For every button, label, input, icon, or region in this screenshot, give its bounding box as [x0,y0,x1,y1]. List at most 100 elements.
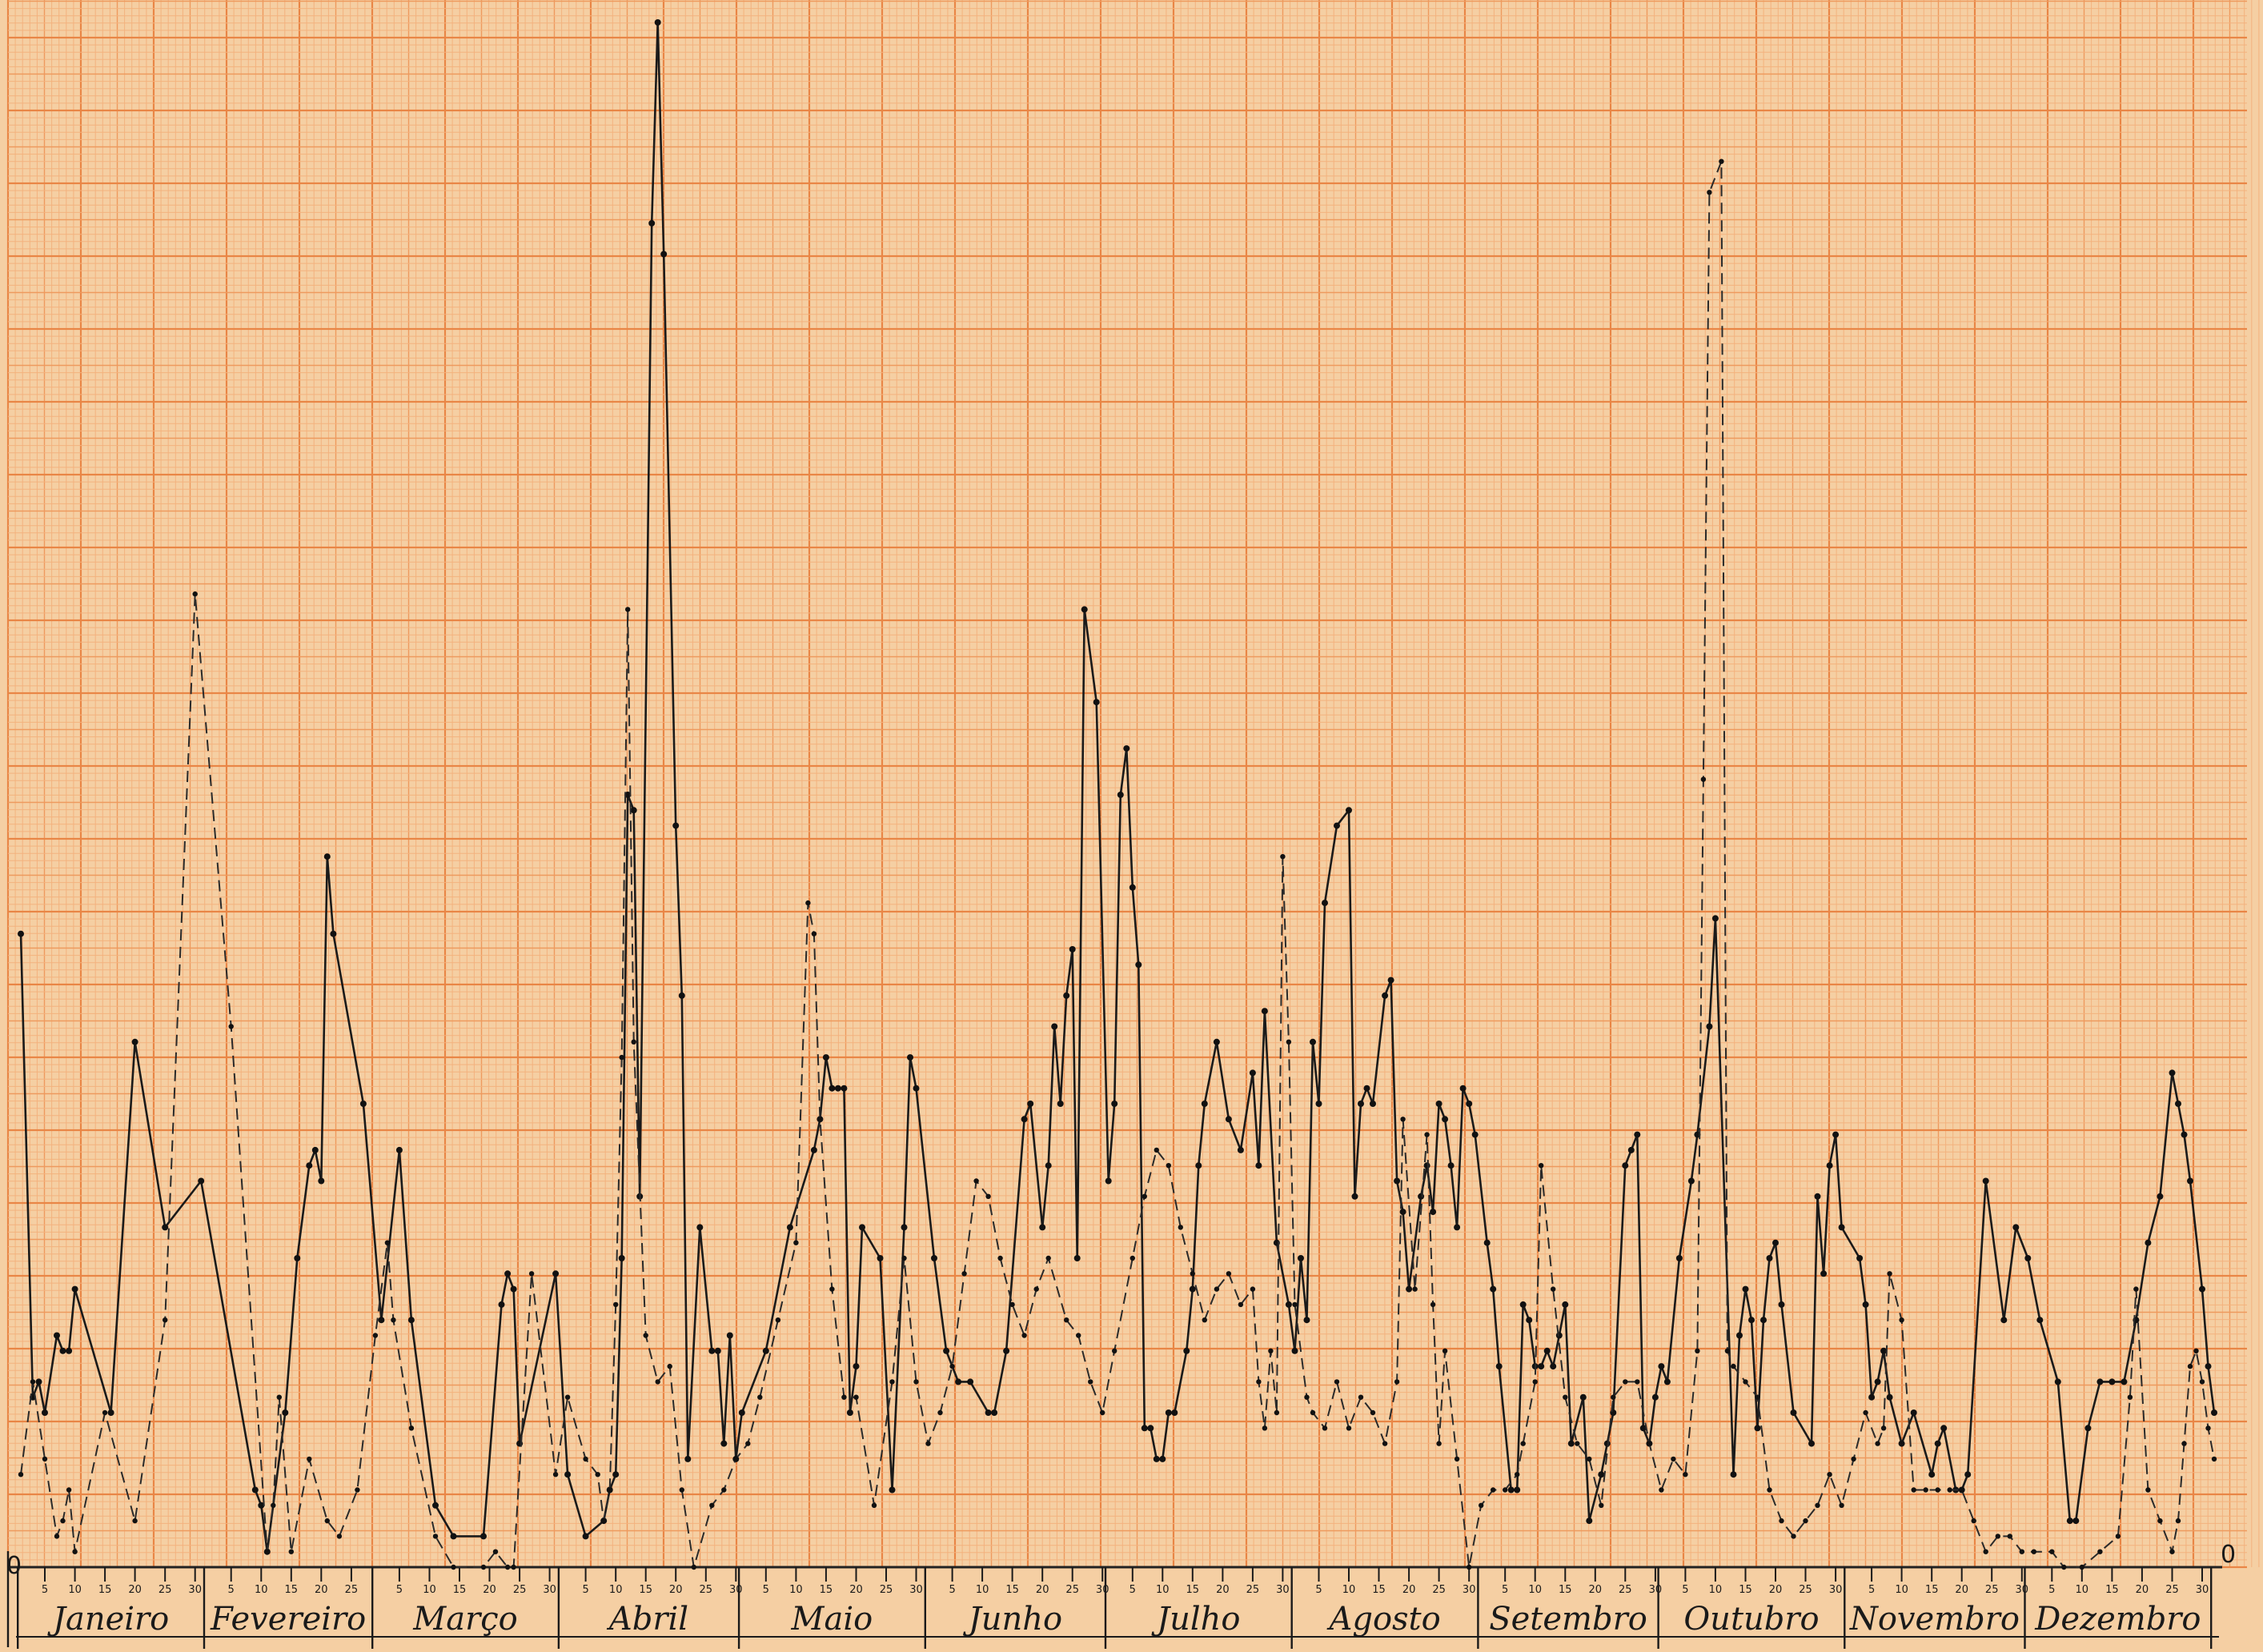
data-point [1135,961,1142,968]
day-tick-label: 5 [763,1584,769,1596]
data-point [1874,1378,1881,1385]
data-point [1045,1162,1052,1169]
data-point [1760,1317,1767,1324]
day-tick-label: 5 [1315,1584,1322,1596]
data-point [1719,158,1724,164]
series-layer [18,19,2217,1570]
data-point [1555,1332,1563,1339]
month-label: Junho [963,1601,1062,1638]
data-point [1195,1162,1202,1169]
data-point [307,1456,312,1462]
day-tick-label: 15 [820,1584,833,1596]
data-point [853,1394,859,1400]
month-label: Janeiro [47,1601,169,1638]
data-point [817,1117,823,1122]
data-point [1550,1363,1557,1370]
data-point [582,1533,589,1540]
data-point [1105,1177,1112,1185]
data-point [1755,1394,1760,1400]
data-point [198,1177,205,1185]
day-tick-label: 30 [2196,1584,2209,1596]
data-point [901,1255,907,1261]
data-point [1382,992,1389,999]
data-point [1868,1393,1876,1401]
data-point [1430,1301,1436,1308]
data-point [1225,1116,1232,1123]
data-point [1250,1286,1256,1292]
data-point [684,1455,692,1462]
data-point [1971,1518,1976,1524]
data-point [1370,1409,1376,1416]
data-point [834,1085,841,1092]
data-point [1214,1286,1220,1292]
data-point [504,1270,512,1277]
data-point [1069,946,1076,952]
data-point [1009,1301,1015,1308]
data-point [1394,1379,1400,1385]
data-point [1886,1393,1893,1401]
data-point [1826,1162,1833,1169]
data-point [510,1285,517,1293]
data-point [1322,900,1328,907]
data-point [2187,1177,2193,1185]
data-point [811,931,817,936]
data-point [1442,1116,1449,1123]
data-point [1123,745,1130,752]
data-point [264,1549,270,1554]
data-point [318,1177,325,1185]
data-point [60,1518,66,1524]
data-point [1731,1363,1736,1369]
data-point [1256,1379,1262,1385]
data-point [648,219,656,227]
data-point [1856,1255,1864,1261]
data-point [1081,606,1088,613]
data-point [2049,1549,2055,1554]
day-tick-label: 15 [1925,1584,1939,1596]
day-tick-label: 5 [582,1584,588,1596]
day-tick-label: 10 [1895,1584,1908,1596]
data-point [2199,1379,2205,1385]
data-point [619,1054,624,1061]
day-tick-label: 15 [1005,1584,1019,1596]
data-point [1772,1239,1779,1246]
data-point [1286,1039,1292,1045]
data-point [1635,1379,1640,1385]
data-point [1141,1425,1148,1432]
month-label: Maio [791,1601,873,1638]
data-point [931,1255,937,1261]
data-point [1189,1285,1196,1293]
data-point [1790,1409,1797,1416]
data-point [71,1285,78,1293]
data-point [1832,1131,1840,1138]
data-point [1663,1378,1671,1385]
data-point [372,1333,379,1338]
data-point [822,1054,829,1061]
data-point [612,1471,620,1478]
data-point [2109,1378,2116,1385]
data-point [1579,1393,1587,1401]
data-point [552,1472,559,1478]
data-point [967,1378,974,1385]
data-point [1351,1193,1358,1200]
data-point [1599,1502,1604,1509]
day-tick-label: 25 [1432,1584,1446,1596]
month-label: Setembro [1489,1601,1647,1638]
data-point [1706,1023,1713,1030]
data-point [1514,1486,1521,1494]
data-point [1153,1455,1160,1462]
month-label: Março [412,1601,517,1638]
data-point [1142,1193,1148,1200]
data-point [1538,1363,1545,1370]
day-tick-label: 20 [483,1584,496,1596]
data-point [1238,1301,1244,1308]
data-point [745,1441,751,1446]
day-tick-label: 30 [909,1584,923,1596]
data-point [1400,1117,1406,1122]
day-tick-label: 20 [1402,1584,1416,1596]
data-point [955,1378,962,1385]
day-tick-label: 20 [1769,1584,1783,1596]
data-point [1129,1255,1136,1261]
data-point [1748,1317,1755,1324]
day-tick-label: 30 [1829,1584,1843,1596]
data-point [1202,1317,1208,1323]
